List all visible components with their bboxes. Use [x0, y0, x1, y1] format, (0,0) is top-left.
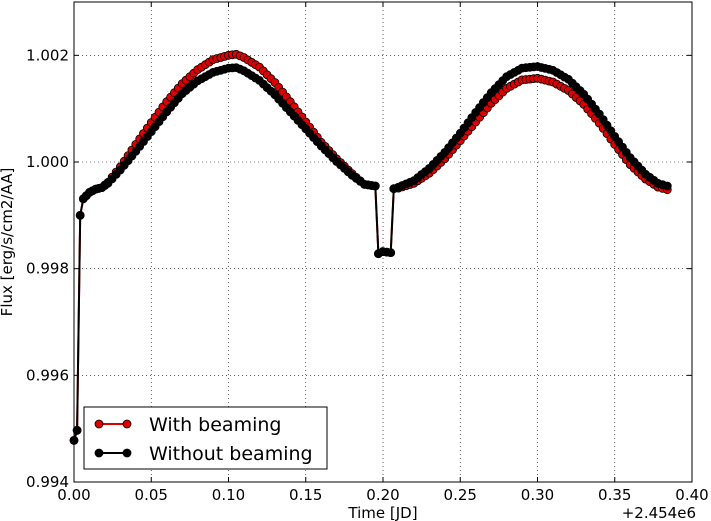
x-tick-label: 0.15	[289, 486, 322, 504]
x-tick-label: 0.00	[57, 486, 90, 504]
x-tick-label: 0.05	[135, 486, 168, 504]
legend-marker	[122, 419, 132, 429]
legend: With beaming Without beaming	[83, 406, 328, 470]
y-tick-label: 0.996	[26, 366, 69, 384]
x-tick-label: 0.10	[212, 486, 245, 504]
x-tick-label: 0.20	[366, 486, 399, 504]
y-tick-label: 0.998	[26, 260, 69, 278]
y-tick-label: 1.002	[26, 46, 69, 64]
x-tick-label: 0.30	[521, 486, 554, 504]
legend-label: With beaming	[149, 414, 281, 436]
legend-marker	[94, 419, 104, 429]
y-tick-label: 0.994	[26, 473, 69, 491]
data-point	[370, 181, 380, 191]
x-axis-offset-label: +2.454e6	[622, 504, 696, 521]
series-layer	[69, 49, 672, 445]
x-tick-label: 0.35	[598, 486, 631, 504]
x-tick-label: 0.40	[675, 486, 708, 504]
x-tick-label: 0.25	[444, 486, 477, 504]
legend-marker	[94, 448, 104, 458]
legend-label: Without beaming	[149, 443, 313, 465]
legend-entry: Without beaming	[94, 443, 313, 465]
data-point	[75, 210, 85, 220]
legend-entry: With beaming	[94, 414, 281, 436]
x-axis-label: Time [JD]	[347, 504, 417, 521]
data-point	[72, 425, 82, 435]
data-point	[386, 248, 396, 258]
series-without-beaming	[69, 62, 672, 445]
ticks: 0.00 0.05 0.10 0.15 0.20 0.25 0.30 0.35 0.40 0.99…	[26, 2, 709, 504]
data-point	[662, 181, 672, 191]
legend-box	[83, 406, 328, 470]
legend-marker	[122, 448, 132, 458]
y-axis-label: Flux [erg/s/cm2/AA]	[0, 168, 16, 317]
y-tick-label: 1.000	[26, 153, 69, 171]
